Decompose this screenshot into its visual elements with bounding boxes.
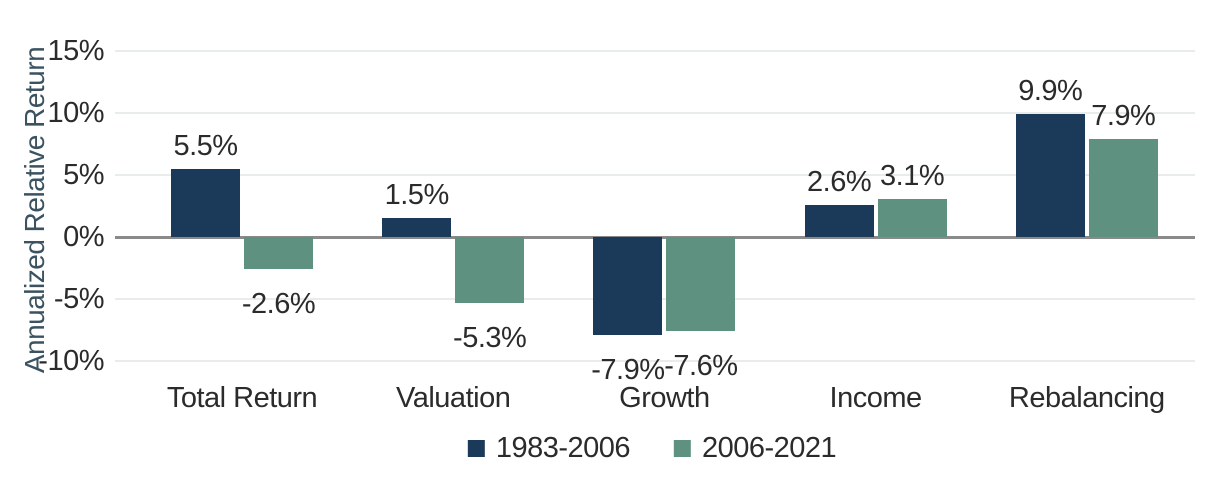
value-label-2006-2021-total-return: -2.6% [241,288,316,321]
bar-1983-2006-total-return [171,168,240,237]
legend-swatch-icon [674,439,691,457]
x-category-label-valuation: Valuation [396,382,511,414]
legend: 1983-2006 2006-2021 [467,432,837,464]
gridline-10 [115,360,1195,362]
x-category-label-total-return: Total Return [166,382,318,414]
y-tick-label-5: 5% [63,159,104,191]
legend-label: 1983-2006 [495,432,631,464]
value-label-2006-2021-income: 3.1% [880,159,945,192]
gridline-15 [115,50,1195,52]
bar-2006-2021-growth [666,237,736,332]
x-category-label-income: Income [829,382,923,414]
bar-2006-2021-income [877,198,947,237]
value-label-2006-2021-valuation: -5.3% [453,321,527,354]
y-tick-label-5: -5% [53,283,105,315]
y-tick-label-10: 10% [47,97,104,129]
value-label-2006-2021-growth: -7.6% [664,350,738,383]
x-category-label-growth: Growth [619,382,710,414]
bar-1983-2006-valuation [382,218,452,237]
legend-label: 2006-2021 [702,432,837,464]
value-label-1983-2006-total-return: 5.5% [173,129,238,162]
y-tick-label-0: 0% [63,221,104,253]
x-category-label-rebalancing: Rebalancing [1008,382,1165,414]
bar-2006-2021-rebalancing [1088,139,1158,237]
gridline-10 [115,112,1195,114]
value-label-2006-2021-rebalancing: 7.9% [1091,100,1156,133]
value-label-1983-2006-valuation: 1.5% [384,179,450,212]
legend-item-2006-2021: 2006-2021 [674,432,837,464]
value-label-1983-2006-income: 2.6% [807,165,872,198]
y-tick-label-10: -10% [38,345,104,377]
value-label-1983-2006-growth: -7.9% [591,353,665,386]
legend-item-1983-2006: 1983-2006 [467,432,631,464]
legend-swatch-icon [467,439,485,457]
bar-1983-2006-income [804,204,874,237]
bar-1983-2006-rebalancing [1015,114,1085,237]
y-tick-label-15: 15% [47,35,104,67]
bar-2006-2021-total-return [244,237,313,270]
y-axis-title: Annualized Relative Return [19,46,50,374]
gridline-5 [115,174,1195,176]
bar-1983-2006-growth [593,237,663,335]
bar-2006-2021-valuation [455,237,525,303]
value-label-1983-2006-rebalancing: 9.9% [1018,75,1083,108]
